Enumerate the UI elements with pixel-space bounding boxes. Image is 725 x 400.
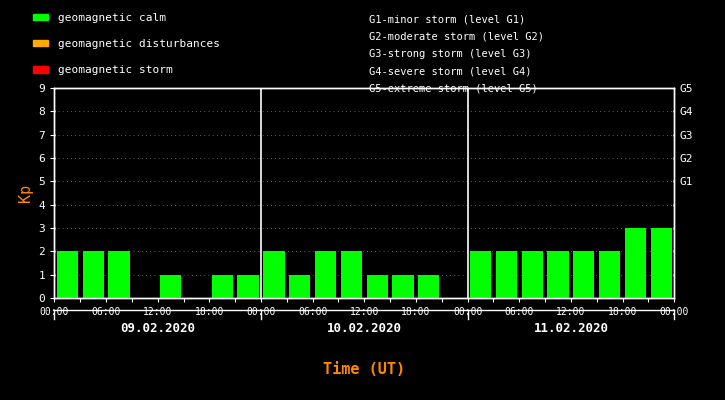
Text: 09.02.2020: 09.02.2020 bbox=[120, 322, 195, 336]
Text: 10.02.2020: 10.02.2020 bbox=[327, 322, 402, 336]
Bar bbox=[573, 251, 594, 298]
Text: geomagnetic calm: geomagnetic calm bbox=[57, 13, 165, 22]
Text: G4-severe storm (level G4): G4-severe storm (level G4) bbox=[370, 66, 532, 76]
Text: geomagnetic disturbances: geomagnetic disturbances bbox=[57, 39, 220, 49]
Text: G1-minor storm (level G1): G1-minor storm (level G1) bbox=[370, 14, 526, 24]
Bar bbox=[289, 275, 310, 298]
Text: geomagnetic storm: geomagnetic storm bbox=[57, 65, 173, 75]
Bar bbox=[238, 275, 259, 298]
Bar bbox=[315, 251, 336, 298]
Bar bbox=[418, 275, 439, 298]
Bar bbox=[651, 228, 672, 298]
Bar bbox=[33, 66, 48, 73]
Bar bbox=[496, 251, 517, 298]
Text: G3-strong storm (level G3): G3-strong storm (level G3) bbox=[370, 49, 532, 59]
Bar bbox=[470, 251, 491, 298]
Text: G2-moderate storm (level G2): G2-moderate storm (level G2) bbox=[370, 32, 544, 42]
Bar bbox=[367, 275, 388, 298]
Bar bbox=[160, 275, 181, 298]
Bar bbox=[83, 251, 104, 298]
Bar bbox=[547, 251, 568, 298]
Text: G5-extreme storm (level G5): G5-extreme storm (level G5) bbox=[370, 83, 538, 93]
Bar bbox=[263, 251, 284, 298]
Y-axis label: Kp: Kp bbox=[18, 184, 33, 202]
Bar bbox=[33, 14, 48, 20]
Bar bbox=[392, 275, 414, 298]
Bar bbox=[521, 251, 543, 298]
Bar bbox=[599, 251, 621, 298]
Bar bbox=[625, 228, 646, 298]
Text: Time (UT): Time (UT) bbox=[323, 362, 405, 378]
Bar bbox=[33, 40, 48, 46]
Bar bbox=[108, 251, 130, 298]
Text: 11.02.2020: 11.02.2020 bbox=[534, 322, 608, 336]
Bar bbox=[212, 275, 233, 298]
Bar bbox=[341, 251, 362, 298]
Bar bbox=[57, 251, 78, 298]
